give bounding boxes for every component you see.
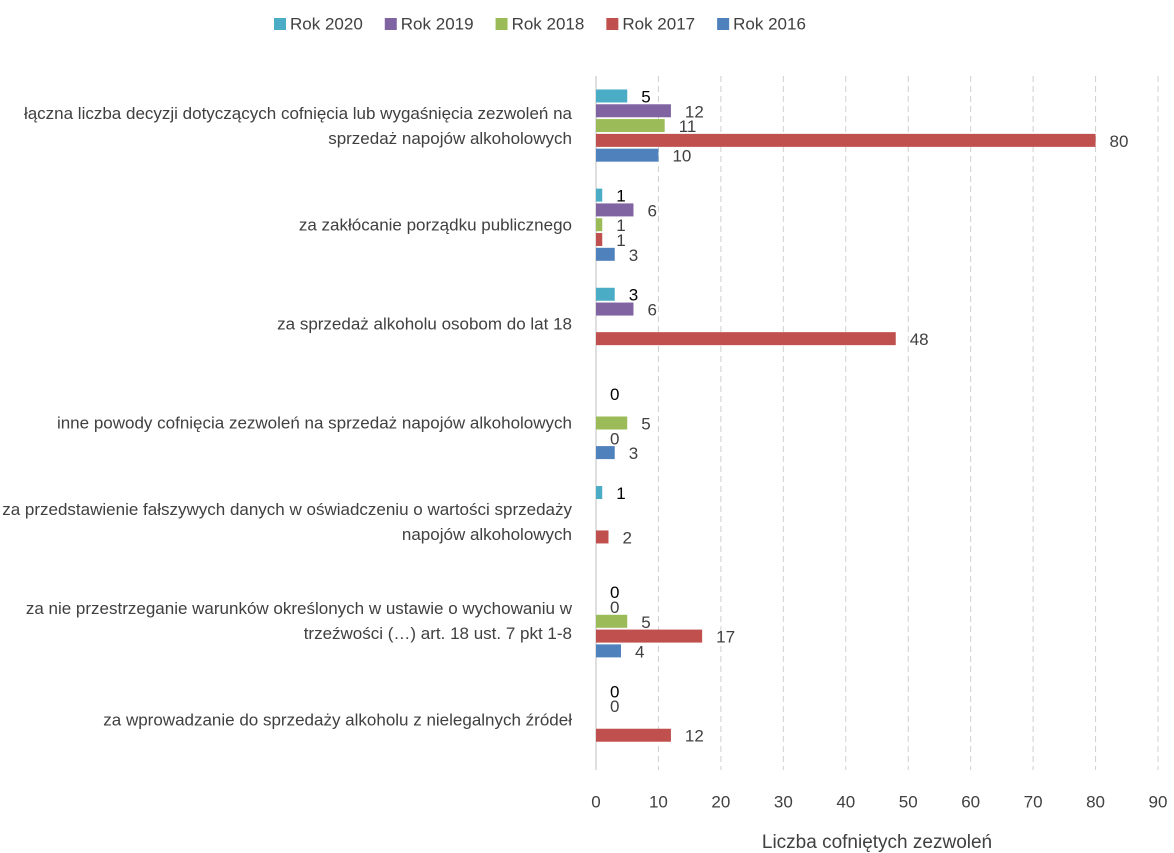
bar [596,728,671,742]
data-label: 5 [641,87,650,106]
x-tick-label: 10 [649,792,668,811]
bar [596,188,603,202]
bar [596,233,603,247]
bar [596,332,896,346]
data-label: 5 [641,613,650,632]
data-label: 12 [685,727,704,746]
legend-swatch [717,18,730,30]
x-tick-label: 60 [961,792,980,811]
bar [596,287,615,301]
bar [596,416,628,430]
data-label: 3 [629,246,638,265]
bar [596,530,609,544]
y-tick-label: za nie przestrzeganie warunków określony… [25,599,572,644]
legend-label: Rok 2019 [401,14,474,33]
legend-swatch [384,18,397,30]
x-tick-label: 40 [836,792,855,811]
data-label: 5 [641,414,650,433]
legend-label: Rok 2020 [290,14,363,33]
data-label: 3 [629,444,638,463]
bar [596,203,634,217]
legend-swatch [606,18,619,30]
bar [596,446,615,460]
data-label: 0 [610,598,619,617]
x-tick-label: 30 [774,792,793,811]
x-tick-label: 80 [1086,792,1105,811]
data-label: 0 [610,385,619,404]
x-tick-label: 50 [899,792,918,811]
bar [596,486,603,500]
data-label: 2 [622,528,631,547]
bar [596,89,628,103]
data-label: 17 [716,628,735,647]
data-label: 6 [647,301,656,320]
bar [596,614,628,628]
data-label: 3 [629,286,638,305]
data-label: 1 [616,231,625,250]
data-label: 80 [1110,132,1129,151]
data-label: 1 [616,216,625,235]
data-label: 0 [610,429,619,448]
data-label: 0 [610,697,619,716]
data-label: 48 [910,330,929,349]
y-tick-label: za sprzedaż alkoholu osobom do lat 18 [277,314,572,334]
data-label: 6 [647,201,656,220]
legend-label: Rok 2018 [512,14,585,33]
data-label: 1 [616,484,625,503]
bar [596,629,703,643]
y-tick-label: za wprowadzanie do sprzedaży alkoholu z … [103,710,572,730]
data-label: 4 [635,642,644,661]
bar [596,104,671,118]
y-tick-label: za zakłócanie porządku publicznego [298,215,572,235]
y-tick-label: łączna liczba decyzji dotyczących cofnię… [23,103,572,148]
bar [596,644,621,658]
legend-label: Rok 2017 [622,14,695,33]
data-label: 1 [616,187,625,206]
bar [596,302,634,316]
bar [596,218,603,232]
bar [596,133,1096,147]
legend-label: Rok 2016 [733,14,806,33]
data-label: 10 [672,147,691,166]
data-label: 0 [610,682,619,701]
legend-swatch [495,18,508,30]
data-label: 12 [685,102,704,121]
legend-swatch [274,18,286,30]
y-tick-label: za przedstawienie fałszywych danych w oś… [2,500,572,545]
bar [596,247,615,261]
x-tick-label: 70 [1024,792,1043,811]
bar [596,148,659,162]
x-axis-title: Liczba cofniętych zezwoleń [762,832,992,853]
x-tick-label: 0 [591,792,600,811]
data-label: 11 [679,117,697,136]
x-tick-label: 90 [1149,792,1168,811]
bar [596,119,665,133]
data-label: 0 [610,583,619,602]
y-tick-label: inne powody cofnięcia zezwoleń na sprzed… [56,413,572,433]
x-tick-label: 20 [711,792,730,811]
